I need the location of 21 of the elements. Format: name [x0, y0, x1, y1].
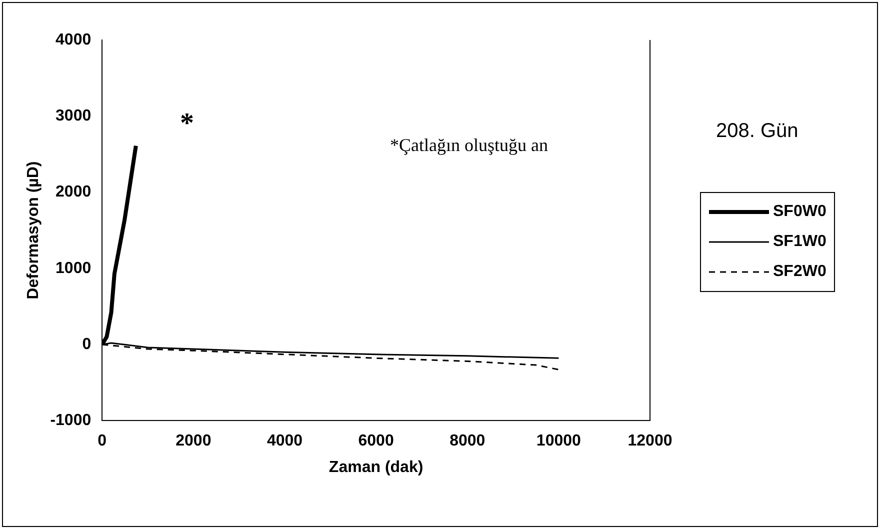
annotation: *Çatlağın oluştuğu an: [390, 135, 548, 156]
x-axis-title: Zaman (dak): [328, 458, 424, 476]
x-tick-label: 4000: [266, 432, 303, 450]
text: 208. Gün: [716, 120, 798, 143]
x-tick-label: 6000: [358, 432, 394, 450]
y-axis-title: Deformasyon (µD): [25, 161, 42, 300]
legend-label: SF1W0: [773, 233, 826, 251]
legend-label: SF2W0: [773, 263, 826, 281]
y-tick-label: 3000: [56, 108, 92, 125]
y-tick-label: 1000: [56, 260, 92, 277]
x-tick-label: 10000: [536, 432, 582, 450]
legend-label: SF0W0: [773, 203, 826, 221]
y-tick-label: 0: [82, 336, 92, 353]
y-tick-label: 4000: [56, 31, 92, 48]
x-tick-label: 8000: [450, 432, 486, 450]
x-tick-label: 0: [98, 432, 107, 450]
y-tick-label: 2000: [56, 184, 92, 201]
annotation: *: [180, 108, 194, 140]
x-tick-label: 12000: [628, 432, 672, 450]
x-tick-label: 2000: [176, 432, 212, 450]
y-tick-label: -1000: [50, 412, 92, 430]
